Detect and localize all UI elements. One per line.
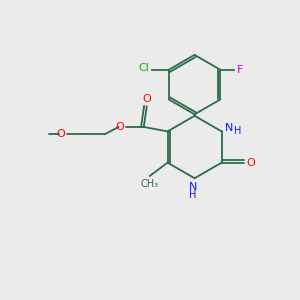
Text: O: O: [142, 94, 151, 104]
Text: H: H: [189, 190, 197, 200]
Text: H: H: [234, 126, 242, 136]
Text: O: O: [116, 122, 124, 132]
Text: CH₃: CH₃: [141, 179, 159, 189]
Text: F: F: [236, 65, 243, 75]
Text: N: N: [225, 123, 233, 133]
Text: N: N: [189, 182, 197, 192]
Text: O: O: [246, 158, 255, 168]
Text: O: O: [56, 129, 65, 139]
Text: Cl: Cl: [138, 63, 149, 73]
